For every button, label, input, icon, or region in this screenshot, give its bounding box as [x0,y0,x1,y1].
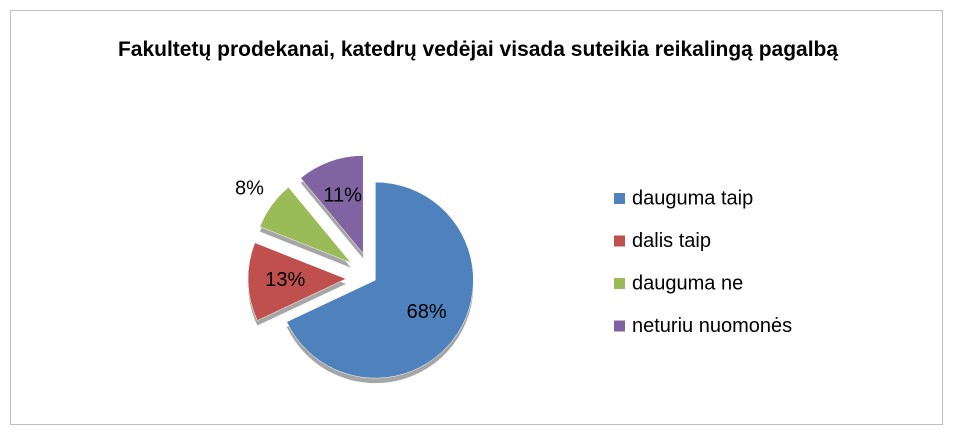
data-label: 11% [323,185,362,207]
slice [247,242,347,321]
data-label: 8% [235,177,264,199]
chart-frame [10,10,943,425]
slice [259,186,352,263]
legend-swatch [614,278,625,289]
chart-title: Fakultetų prodekanai, katedrų vedėjai vi… [117,38,839,61]
legend-swatch [614,320,625,332]
data-label: 68% [407,301,447,323]
legend-label: dauguma ne [632,272,743,294]
legend-label: dauguma taip [632,187,753,209]
slice [300,155,364,255]
legend-swatch [614,235,625,247]
data-label: 13% [265,269,305,291]
legend-label: dalis taip [632,230,711,252]
slice [286,181,474,379]
legend-swatch [614,193,625,204]
legend-label: neturiu nuomonės [632,315,792,337]
